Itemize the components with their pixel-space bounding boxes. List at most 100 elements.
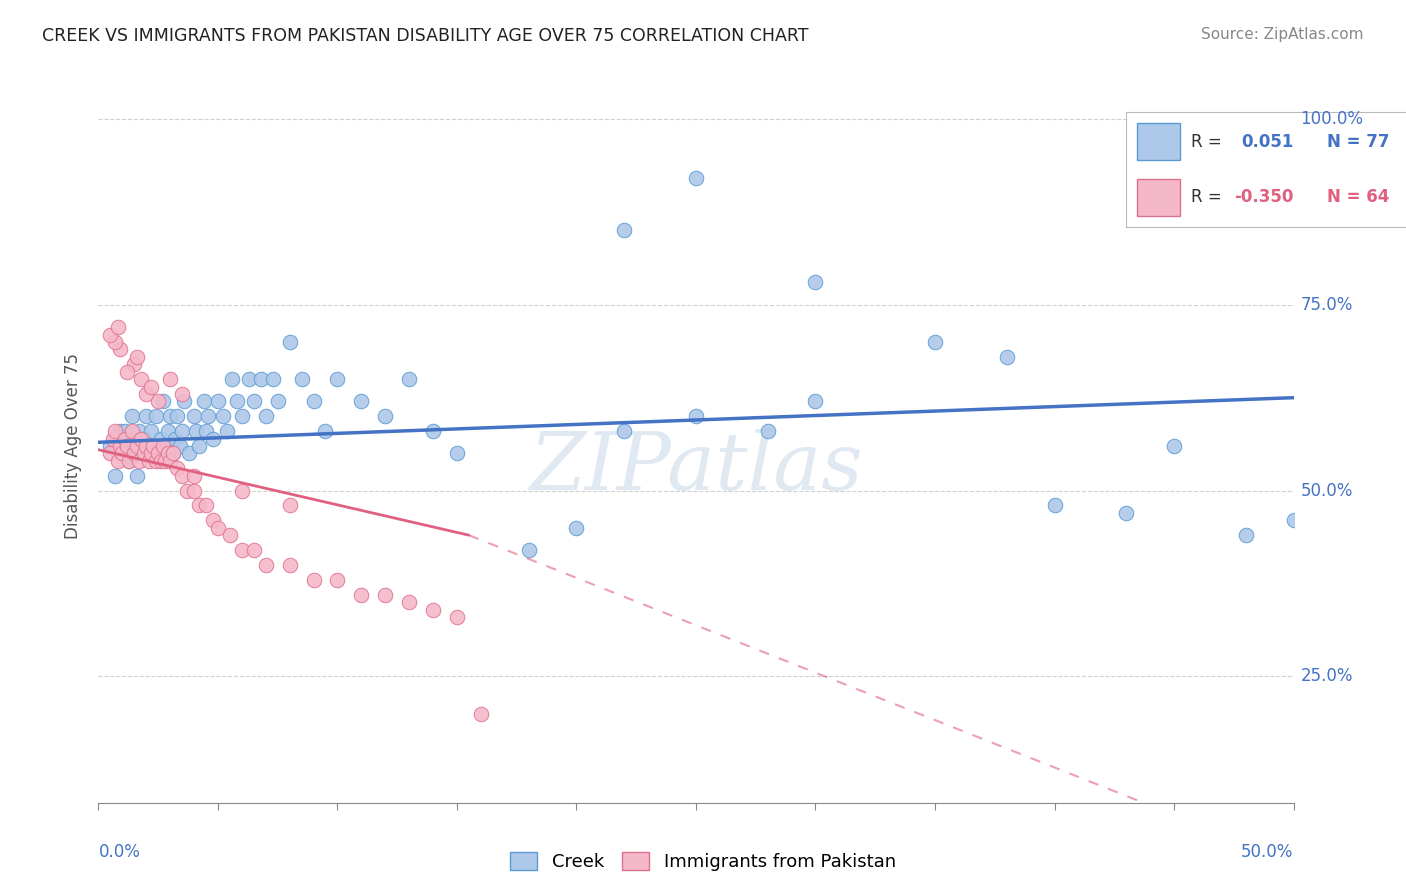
Point [162, 446, 184, 460]
Point [193, 394, 215, 409]
Point [159, 454, 181, 468]
Point [138, 454, 160, 468]
Point [125, 468, 148, 483]
Point [135, 387, 157, 401]
Point [148, 446, 170, 460]
Point [243, 394, 266, 409]
Point [145, 409, 167, 424]
Point [326, 372, 349, 386]
Point [98, 439, 122, 453]
Point [1282, 134, 1305, 148]
Point [315, 424, 337, 438]
Point [139, 424, 162, 438]
Point [115, 439, 138, 453]
Point [350, 588, 373, 602]
Point [350, 394, 373, 409]
Point [98, 446, 122, 460]
Point [118, 454, 141, 468]
Point [278, 334, 301, 349]
Point [517, 543, 540, 558]
Point [202, 432, 225, 446]
Point [166, 461, 188, 475]
Point [176, 483, 198, 498]
Point [115, 365, 138, 379]
Point [131, 372, 153, 386]
Point [172, 468, 194, 483]
Point [187, 499, 209, 513]
Text: CREEK VS IMMIGRANTS FROM PAKISTAN DISABILITY AGE OVER 75 CORRELATION CHART: CREEK VS IMMIGRANTS FROM PAKISTAN DISABI… [42, 27, 808, 45]
Text: 0.0%: 0.0% [98, 843, 141, 861]
Point [221, 372, 243, 386]
Point [172, 387, 194, 401]
Point [422, 602, 444, 616]
Point [159, 409, 181, 424]
Point [156, 446, 179, 460]
Point [139, 446, 162, 460]
Point [254, 558, 277, 572]
Point [108, 343, 131, 357]
Point [166, 409, 188, 424]
Point [163, 432, 186, 446]
Point [302, 573, 325, 587]
Point [804, 394, 827, 409]
Text: R =: R = [1191, 133, 1232, 151]
Point [155, 454, 177, 468]
Point [104, 468, 127, 483]
Point [446, 446, 468, 460]
Text: R =: R = [1191, 188, 1227, 206]
Point [114, 424, 136, 438]
Point [374, 588, 396, 602]
Text: -0.350: -0.350 [1234, 188, 1294, 206]
Point [115, 439, 138, 453]
Point [398, 595, 420, 609]
Point [302, 394, 325, 409]
Text: N = 77: N = 77 [1327, 133, 1389, 151]
Point [183, 468, 205, 483]
Point [685, 171, 707, 186]
Point [194, 424, 217, 438]
Point [183, 409, 205, 424]
Point [231, 483, 253, 498]
Point [142, 439, 165, 453]
Point [207, 394, 229, 409]
Point [111, 446, 134, 460]
Text: 0.051: 0.051 [1241, 133, 1294, 151]
FancyBboxPatch shape [1137, 178, 1180, 216]
Point [685, 409, 707, 424]
Point [202, 513, 225, 527]
Point [138, 446, 160, 460]
Point [250, 372, 273, 386]
Legend: Creek, Immigrants from Pakistan: Creek, Immigrants from Pakistan [503, 845, 903, 879]
Point [470, 706, 492, 721]
Point [125, 439, 148, 453]
Point [173, 394, 195, 409]
Point [132, 432, 155, 446]
Point [124, 357, 146, 371]
Point [125, 350, 148, 364]
Point [422, 424, 444, 438]
Point [262, 372, 284, 386]
Point [226, 394, 249, 409]
Point [152, 439, 174, 453]
Point [135, 409, 157, 424]
Point [1282, 513, 1305, 527]
Point [231, 543, 253, 558]
Text: N = 64: N = 64 [1327, 188, 1389, 206]
Point [924, 334, 946, 349]
Point [1115, 506, 1137, 520]
Point [231, 409, 253, 424]
Point [149, 454, 172, 468]
Point [446, 610, 468, 624]
Text: 50.0%: 50.0% [1241, 843, 1294, 861]
Point [104, 424, 127, 438]
Point [135, 439, 157, 453]
Point [613, 424, 636, 438]
Point [139, 379, 162, 393]
Text: ZIPatlas: ZIPatlas [529, 429, 863, 506]
Point [172, 424, 194, 438]
Point [128, 424, 150, 438]
Text: 50.0%: 50.0% [1301, 482, 1353, 500]
Point [179, 446, 201, 460]
Point [152, 394, 174, 409]
Point [124, 432, 146, 446]
